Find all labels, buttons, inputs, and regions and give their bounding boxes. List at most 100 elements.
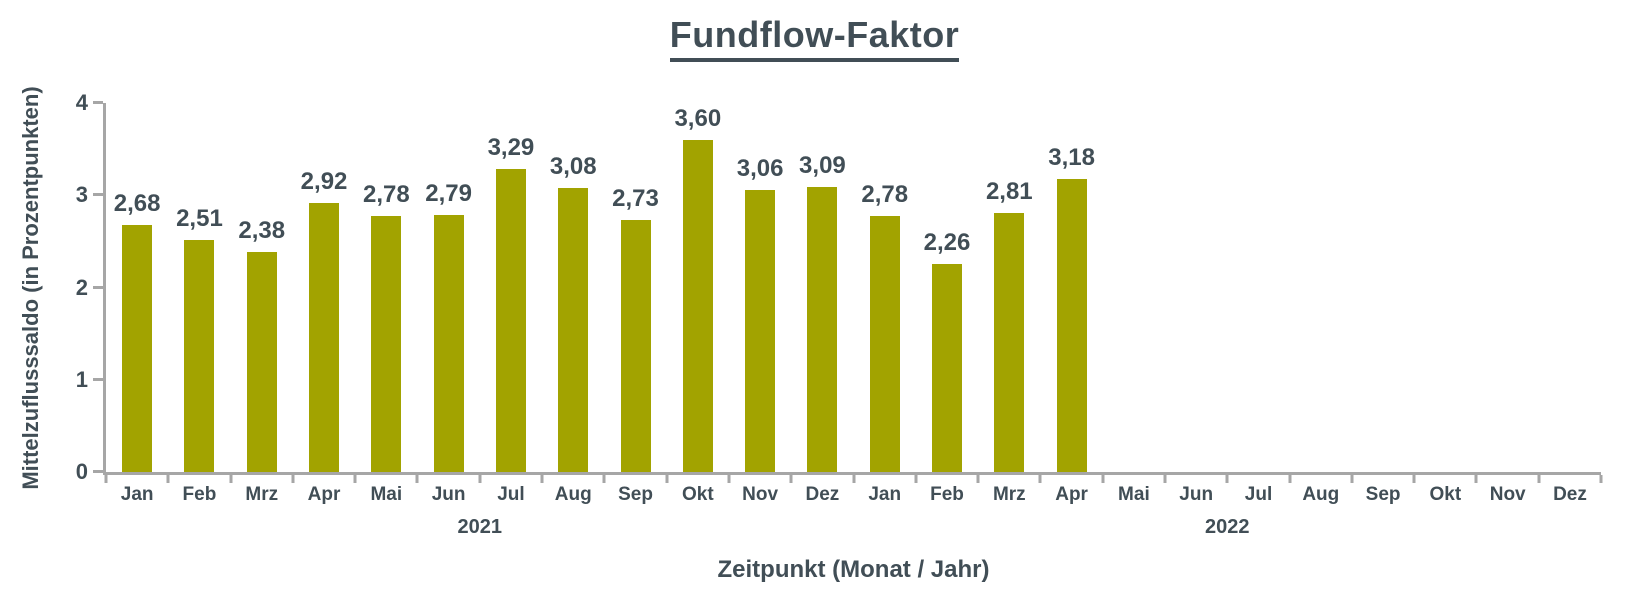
bar-slot: 3,18: [1040, 103, 1102, 472]
x-axis-tick: [1599, 475, 1603, 483]
x-tick-label: Dez: [1553, 484, 1587, 505]
y-tick-label: 3: [75, 182, 88, 208]
bar-value-label: 2,78: [861, 180, 909, 208]
bar-slot: 2,92: [293, 103, 355, 472]
x-axis-title: Zeitpunkt (Monat / Jahr): [717, 556, 990, 583]
x-tick-label: Mai: [370, 484, 403, 505]
y-axis-tick: [93, 101, 103, 104]
x-tick-label: Mrz: [245, 484, 279, 505]
x-axis-tick: [1101, 475, 1105, 483]
x-tick-label: Jan: [868, 484, 902, 505]
bar-slots: 2,68 2,51 2,38 2,92 2,78 2,79 3,29 3,08 2,73 3,60…: [106, 103, 1601, 472]
x-tick-label: Mrz: [992, 484, 1026, 505]
y-tick-label: 1: [75, 366, 88, 392]
bar-slot: 2,81: [978, 103, 1040, 472]
x-axis-tick: [602, 475, 606, 483]
x-tick-label: Aug: [554, 484, 592, 505]
bar: [246, 252, 277, 472]
bar: [745, 189, 776, 472]
chart-title-text: Fundflow-Faktor: [669, 14, 960, 62]
x-tick-label: Feb: [930, 484, 964, 505]
bar: [184, 240, 215, 472]
x-axis-tick: [1537, 475, 1541, 483]
x-axis-tick: [789, 475, 793, 483]
bar-slot: 2,38: [231, 103, 293, 472]
bar-slot: [1290, 103, 1352, 472]
x-tick-label: Okt: [681, 484, 714, 505]
bar-slot: 3,09: [791, 103, 853, 472]
x-tick-label: Jun: [1179, 484, 1214, 505]
x-axis-tick: [229, 475, 233, 483]
plot-area: 2,68 2,51 2,38 2,92 2,78 2,79 3,29 3,08 2,73 3,60…: [76, 90, 1603, 583]
x-tick-label: Jul: [497, 484, 525, 505]
x-tick-label: Dez: [805, 484, 840, 505]
y-axis-tick: [93, 285, 103, 289]
bar: [495, 168, 526, 472]
bar-value-label: 2,68: [113, 189, 161, 217]
x-tick-label: Feb: [182, 484, 217, 505]
bar: [994, 212, 1025, 472]
bar-slot: [1414, 103, 1476, 472]
bar-slot: [1352, 103, 1414, 472]
x-axis-tick: [1350, 475, 1354, 483]
bar: [558, 187, 589, 472]
bar-slot: 2,78: [355, 103, 417, 472]
x-tick-label: Okt: [1429, 484, 1462, 505]
y-axis-tick: [93, 470, 103, 473]
x-tick-label: Sep: [1365, 484, 1401, 505]
x-axis-tick: [104, 475, 108, 483]
bar-value-label: 2,81: [985, 177, 1033, 205]
x-tick-label: Jan: [120, 484, 154, 505]
x-tick-label: Jul: [1244, 484, 1273, 505]
bar-slot: 3,60: [667, 103, 729, 472]
x-axis-tick: [1412, 475, 1416, 483]
x-tick-label: Jun: [431, 484, 466, 505]
bar: [371, 215, 402, 472]
bar-slot: [1103, 103, 1165, 472]
x-axis-tick: [1474, 475, 1478, 483]
bar-value-label: 3,60: [674, 104, 722, 132]
x-axis-tick: [852, 475, 855, 483]
x-axis-tick: [914, 475, 918, 483]
x-tick-label: Nov: [1489, 484, 1526, 505]
x-axis-tick: [1038, 475, 1042, 483]
bar-value-label: 2,92: [300, 167, 348, 195]
bar-slot: [1477, 103, 1539, 472]
bar: [869, 215, 900, 472]
bar-value-label: 2,79: [425, 179, 472, 207]
bar-slot: [1165, 103, 1227, 472]
bar-value-label: 3,06: [736, 154, 784, 182]
bar-value-label: 2,26: [923, 228, 971, 256]
x-axis-tick: [291, 475, 295, 483]
x-tick-label: Sep: [618, 484, 653, 505]
bar-slot: 2,79: [417, 103, 479, 472]
x-tick-label-row: Jan Feb Mrz Apr Mai Jun Jul Aug Sep Okt Nov Dez Jan F…: [106, 484, 1601, 506]
x-tick-label: Apr: [307, 484, 341, 505]
bar-slot: 2,73: [604, 103, 666, 472]
bar-value-label: 3,18: [1048, 143, 1095, 171]
bar: [1056, 178, 1087, 472]
bar: [682, 139, 713, 472]
chart-title: Fundflow-Faktor: [0, 14, 1629, 62]
bar-slot: 2,78: [854, 103, 916, 472]
x-axis-tick: [540, 475, 544, 483]
bar: [122, 224, 153, 472]
bar: [807, 186, 838, 472]
bar-slot: [1227, 103, 1289, 472]
x-axis-tick: [1225, 475, 1229, 483]
x-tick-label: Aug: [1302, 484, 1340, 505]
x-axis-tick: [976, 475, 980, 483]
bar: [309, 202, 340, 472]
bar-value-label: 2,51: [176, 205, 223, 233]
y-tick-label: 0: [75, 459, 88, 484]
bar: [433, 214, 464, 472]
y-tick-label: 4: [75, 90, 88, 115]
x-axis-tick: [166, 475, 170, 483]
bar-slot: 2,51: [168, 103, 230, 472]
bar-value-label: 3,08: [549, 152, 597, 180]
year-label-2021: 2021: [457, 516, 503, 538]
y-tick-label: 2: [75, 274, 88, 300]
bar-slot: 3,29: [480, 103, 542, 472]
bar-value-label: 3,29: [487, 133, 535, 161]
